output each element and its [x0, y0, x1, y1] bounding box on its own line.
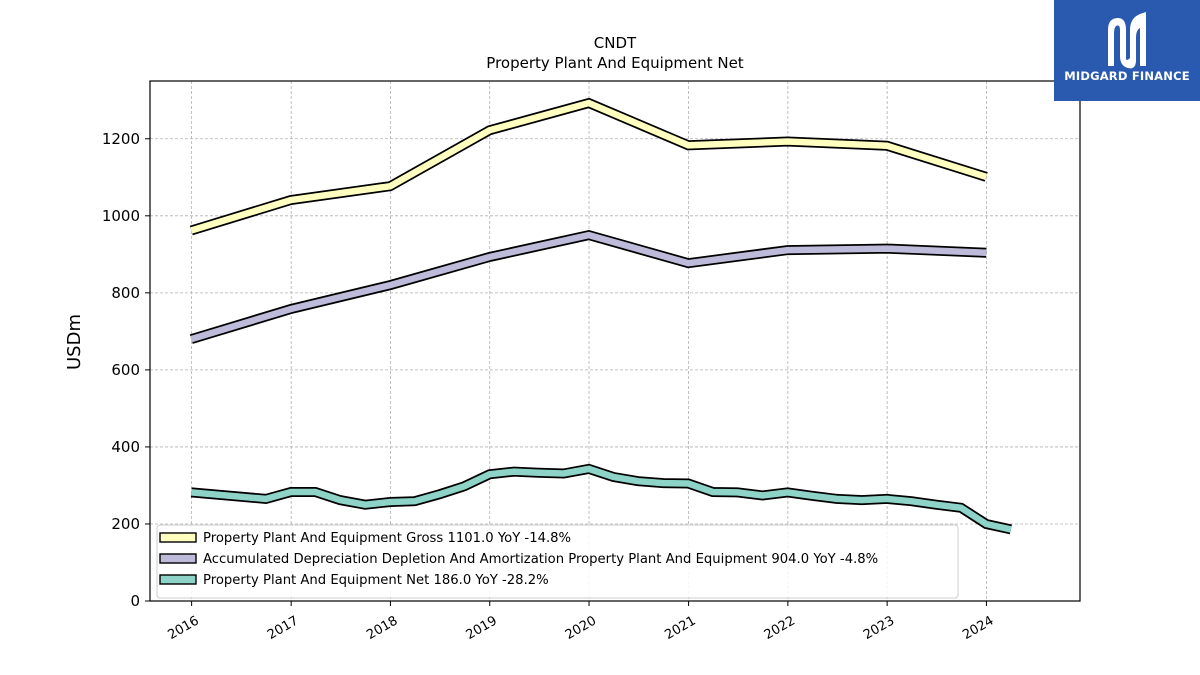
grid: [150, 81, 1080, 602]
x-tick-label: 2021: [662, 613, 698, 643]
x-tick-label: 2016: [165, 613, 201, 643]
legend-box: [156, 524, 959, 599]
x-tick-label: 2022: [762, 613, 798, 643]
legend-entry: Property Plant And Equipment Net 186.0 Y…: [203, 573, 549, 588]
plot-frame: [149, 80, 1081, 602]
brand-logo: MIDGARD FINANCE: [1054, 0, 1200, 101]
x-tick-label: 2019: [464, 613, 500, 643]
series-line: [189, 229, 987, 344]
legend-entry: Property Plant And Equipment Gross 1101.…: [203, 531, 571, 546]
y-tick-label: 1200: [102, 130, 140, 148]
legend-swatch: [159, 553, 197, 564]
x-tick-label: 2024: [960, 613, 996, 643]
legend-swatch: [159, 574, 197, 585]
chart-title: CNDT: [594, 34, 637, 52]
series-line-fill: [190, 99, 988, 234]
y-tick-label: 600: [111, 361, 140, 379]
midgard-logo-icon: [1108, 12, 1146, 69]
legend-entry: Accumulated Depreciation Depletion And A…: [203, 552, 878, 567]
y-tick-label: 0: [130, 592, 140, 610]
x-tick-label: 2023: [861, 613, 897, 643]
legend-swatch: [159, 532, 197, 543]
series-line: [189, 97, 988, 236]
chart-subtitle: Property Plant And Equipment Net: [486, 54, 743, 72]
y-tick-label: 400: [111, 438, 140, 456]
series-line-fill: [191, 465, 1012, 533]
series-layer: [189, 97, 1012, 535]
x-tick-label: 2018: [364, 613, 400, 643]
legend: Property Plant And Equipment Gross 1101.…: [156, 524, 959, 599]
series-line: [190, 463, 1012, 535]
series-line-fill: [190, 231, 987, 343]
x-tick-label: 2020: [563, 613, 599, 643]
y-tick-label: 800: [111, 284, 140, 302]
brand-name: MIDGARD FINANCE: [1064, 69, 1190, 83]
x-tick-label: 2017: [265, 613, 301, 643]
y-tick-label: 200: [111, 515, 140, 533]
y-axis-label: USDm: [64, 314, 85, 370]
y-tick-label: 1000: [102, 207, 140, 225]
